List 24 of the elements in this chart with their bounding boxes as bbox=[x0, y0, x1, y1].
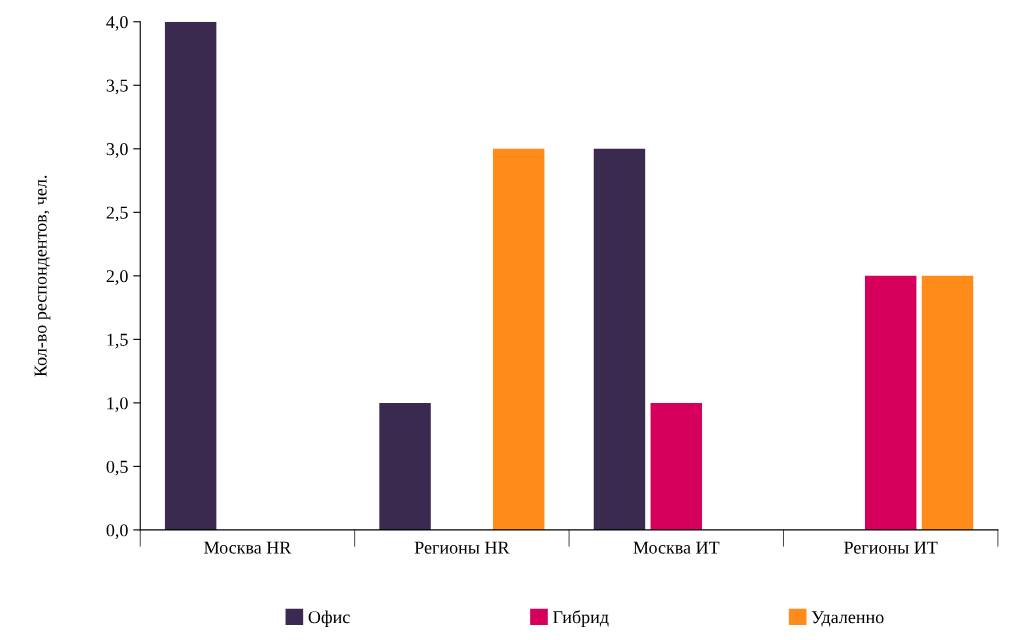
y-tick-label: 0,0 bbox=[106, 524, 128, 539]
y-axis-title: Кол-во респондентов, чел. bbox=[34, 175, 51, 377]
x-tick-label: Регионы HR bbox=[414, 541, 510, 554]
bar bbox=[492, 148, 545, 530]
x-tick-label: Москва HR bbox=[204, 541, 292, 554]
y-tick-label: 1,5 bbox=[107, 333, 128, 349]
y-tick-label: 1,0 bbox=[107, 397, 128, 412]
bar bbox=[164, 21, 217, 530]
bar bbox=[921, 275, 974, 530]
bar bbox=[864, 275, 917, 530]
y-tick-label: 2,0 bbox=[106, 270, 128, 285]
y-tick-label: 3,5 bbox=[106, 79, 128, 95]
bar bbox=[650, 402, 703, 530]
y-tick-label: 4,0 bbox=[106, 16, 128, 31]
y-tick-label: 0,5 bbox=[106, 460, 128, 476]
legend-label: Гибрид bbox=[553, 610, 609, 627]
bar bbox=[593, 148, 646, 530]
bar bbox=[379, 402, 431, 530]
x-tick-label: Москва ИТ bbox=[633, 541, 720, 554]
y-tick-label: 2,5 bbox=[106, 206, 128, 222]
legend-label: Офис bbox=[308, 610, 350, 627]
x-tick-label: Регионы ИТ bbox=[844, 541, 938, 554]
y-tick-label: 3,0 bbox=[106, 143, 128, 158]
legend-label: Удаленно bbox=[811, 611, 884, 627]
